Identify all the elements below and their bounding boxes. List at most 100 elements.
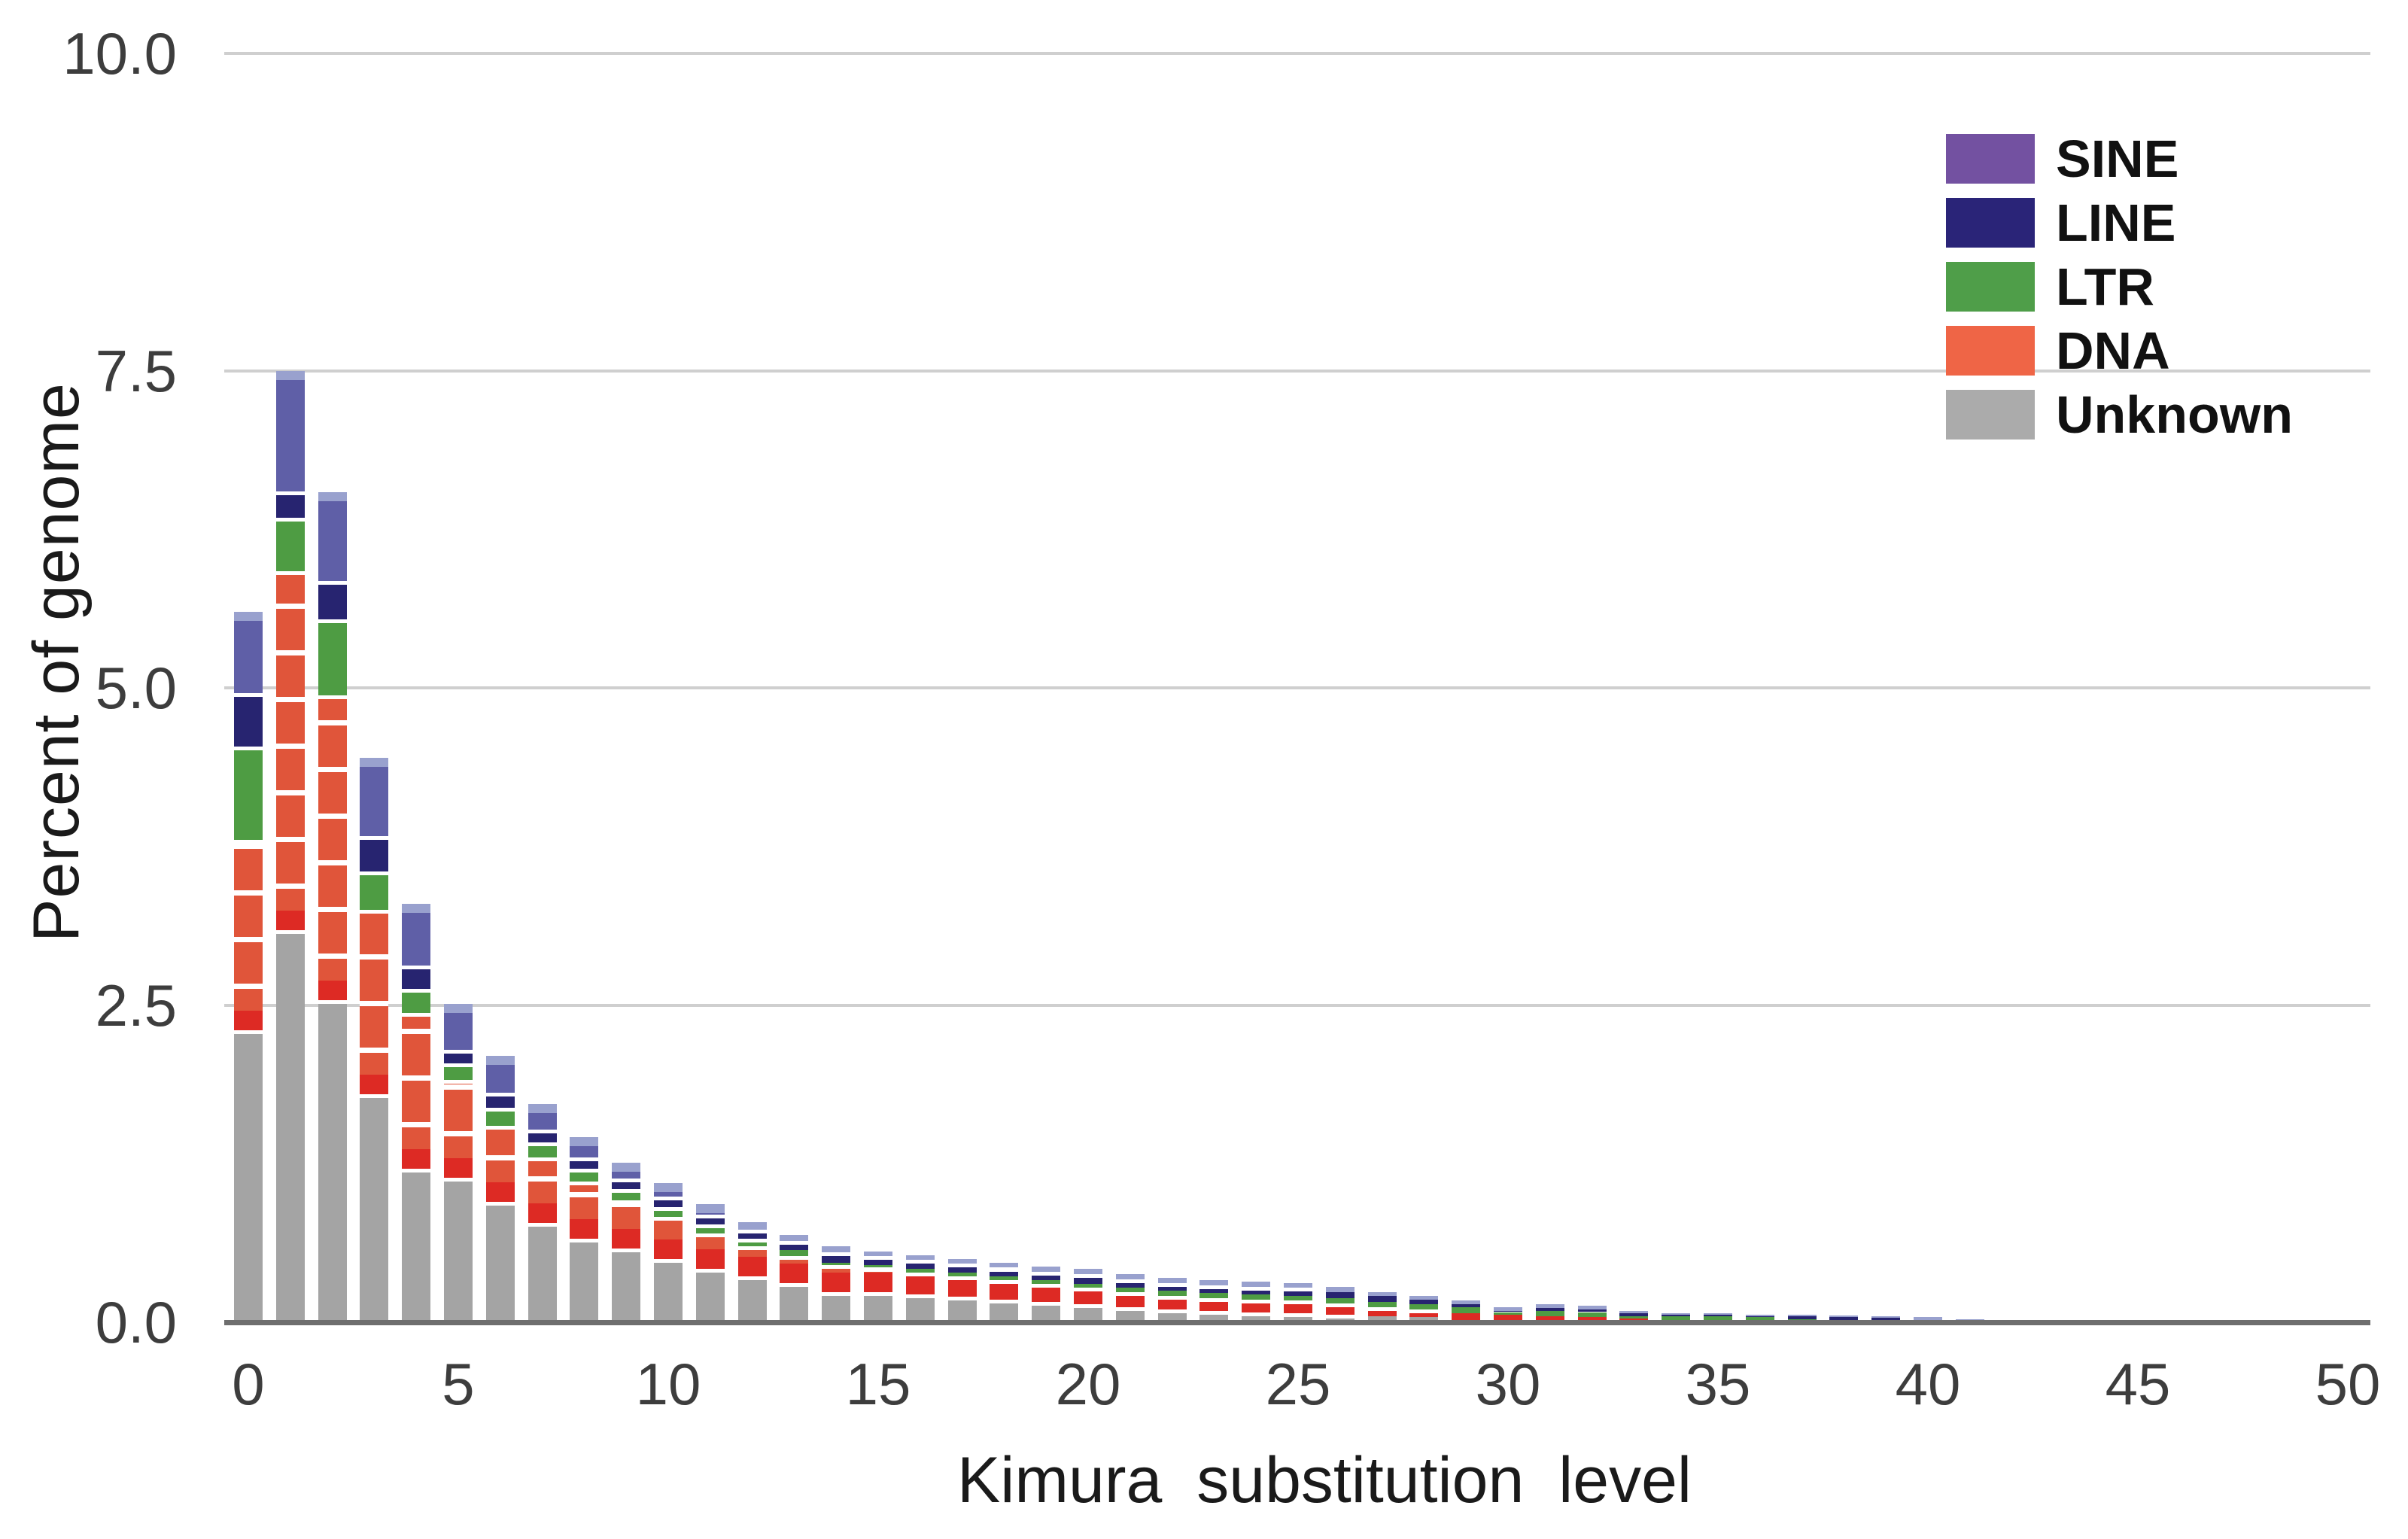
legend-row-dna: DNA bbox=[1946, 321, 2293, 380]
legend-label-sine: SINE bbox=[2056, 129, 2179, 188]
legend-row-ltr: LTR bbox=[1946, 257, 2293, 316]
bar-10-segment-line bbox=[654, 1200, 683, 1207]
gridline-y7.5 bbox=[224, 369, 2370, 373]
bar-28-segment-dna bbox=[1409, 1313, 1439, 1318]
bar-37-segment-sine bbox=[1787, 1314, 1817, 1317]
bar-9-segment-line bbox=[612, 1182, 641, 1189]
bar-18-segment-sine bbox=[990, 1262, 1019, 1268]
bar-26-segment-line bbox=[1325, 1291, 1354, 1298]
bar-37-segment-ltr bbox=[1787, 1318, 1817, 1321]
legend-row-sine: SINE bbox=[1946, 129, 2293, 188]
bar-12-segment-sine bbox=[737, 1221, 767, 1230]
bar-9-segment-dna bbox=[612, 1204, 641, 1249]
bar-24-segment-line bbox=[1242, 1290, 1271, 1294]
bar-30-segment-sine bbox=[1494, 1306, 1522, 1311]
bar-20-segment-line bbox=[1074, 1277, 1102, 1285]
bar-32-segment-sine bbox=[1577, 1306, 1607, 1310]
bar-27-segment-unknown bbox=[1367, 1315, 1397, 1322]
bar-38-segment-line bbox=[1829, 1317, 1859, 1320]
bar-9-segment-ltr bbox=[612, 1192, 641, 1201]
bar-2-segment-line bbox=[318, 585, 347, 619]
bar-3-segment-sine bbox=[360, 757, 389, 837]
bar-33-segment-ltr bbox=[1619, 1315, 1649, 1318]
bar-18-segment-ltr bbox=[990, 1276, 1019, 1281]
bar-24-segment-ltr bbox=[1242, 1294, 1271, 1300]
bar-33-segment-dna bbox=[1619, 1318, 1649, 1322]
xtick-label-25: 25 bbox=[1265, 1351, 1331, 1417]
bar-13-segment-ltr bbox=[780, 1249, 809, 1257]
bar-27-segment-line bbox=[1367, 1295, 1397, 1303]
bar-23-segment-ltr bbox=[1199, 1293, 1229, 1298]
bar-5-segment-ltr bbox=[444, 1067, 473, 1080]
bar-36-segment-sine bbox=[1745, 1314, 1774, 1316]
bar-5-segment-sine bbox=[444, 1003, 473, 1050]
legend-swatch-sine bbox=[1946, 134, 2035, 184]
bar-6-segment-ltr bbox=[485, 1112, 515, 1126]
bar-7-segment-unknown bbox=[528, 1227, 557, 1322]
bar-0-segment-sine bbox=[234, 611, 263, 693]
bar-40-segment-sine bbox=[1914, 1317, 1942, 1320]
bar-30-segment-ltr bbox=[1494, 1312, 1522, 1315]
bar-28-segment-unknown bbox=[1409, 1317, 1439, 1322]
bar-35-segment-line bbox=[1704, 1314, 1732, 1316]
bar-36-segment-line bbox=[1745, 1315, 1774, 1318]
legend-row-unknown: Unknown bbox=[1946, 385, 2293, 444]
bar-25-segment-sine bbox=[1284, 1282, 1312, 1288]
bar-29-segment-ltr bbox=[1452, 1306, 1481, 1314]
x-axis-title: Kimura substitution level bbox=[956, 1444, 1692, 1516]
bar-14-segment-sine bbox=[822, 1245, 851, 1253]
bar-2-segment-ltr bbox=[318, 622, 347, 696]
bar-13-segment-sine bbox=[780, 1234, 809, 1242]
bar-31-segment-ltr bbox=[1535, 1310, 1564, 1316]
bar-22-segment-unknown bbox=[1157, 1313, 1187, 1322]
bar-23-segment-sine bbox=[1199, 1280, 1229, 1286]
bar-20-segment-sine bbox=[1074, 1269, 1102, 1274]
bar-21-segment-sine bbox=[1115, 1273, 1145, 1279]
legend-swatch-ltr bbox=[1946, 262, 2035, 312]
bar-0-segment-unknown bbox=[234, 1034, 263, 1322]
bar-10-segment-unknown bbox=[654, 1262, 683, 1322]
bar-39-segment-line bbox=[1871, 1318, 1901, 1320]
bar-12-segment-dna bbox=[737, 1249, 767, 1277]
xtick-label-0: 0 bbox=[232, 1351, 265, 1417]
bar-5-segment-line bbox=[444, 1053, 473, 1064]
bar-21-segment-line bbox=[1115, 1282, 1145, 1288]
bar-34-segment-line bbox=[1662, 1314, 1691, 1316]
legend-swatch-line bbox=[1946, 198, 2035, 248]
bar-5-segment-dna bbox=[444, 1083, 473, 1178]
bar-4-segment-line bbox=[402, 969, 431, 989]
bar-21-segment-unknown bbox=[1115, 1310, 1145, 1322]
bar-8-segment-line bbox=[570, 1160, 599, 1169]
bar-25-segment-ltr bbox=[1284, 1295, 1312, 1301]
bar-27-segment-dna bbox=[1367, 1310, 1397, 1316]
bar-3-segment-dna bbox=[360, 914, 389, 1094]
bar-19-segment-line bbox=[1032, 1275, 1061, 1281]
bar-33-segment-line bbox=[1619, 1313, 1649, 1316]
xtick-label-5: 5 bbox=[442, 1351, 475, 1417]
bar-8-segment-sine bbox=[570, 1136, 599, 1157]
bar-9-segment-sine bbox=[612, 1162, 641, 1179]
bar-13-segment-line bbox=[780, 1245, 809, 1250]
bar-15-segment-ltr bbox=[864, 1265, 892, 1268]
bar-6-segment-sine bbox=[485, 1055, 515, 1093]
bar-16-segment-line bbox=[905, 1264, 935, 1270]
bar-22-segment-sine bbox=[1157, 1277, 1187, 1283]
bar-20-segment-dna bbox=[1074, 1291, 1102, 1305]
bar-22-segment-dna bbox=[1157, 1299, 1187, 1310]
bar-29-segment-sine bbox=[1452, 1300, 1481, 1305]
bar-19-segment-dna bbox=[1032, 1288, 1061, 1302]
bar-6-segment-line bbox=[485, 1096, 515, 1109]
bar-10-segment-dna bbox=[654, 1221, 683, 1259]
bar-37-segment-line bbox=[1787, 1316, 1817, 1319]
bar-36-segment-ltr bbox=[1745, 1317, 1774, 1320]
bar-22-segment-ltr bbox=[1157, 1290, 1187, 1296]
legend-label-unknown: Unknown bbox=[2056, 385, 2293, 444]
bar-4-segment-unknown bbox=[402, 1172, 431, 1322]
bar-28-segment-sine bbox=[1409, 1295, 1439, 1300]
bar-8-segment-unknown bbox=[570, 1242, 599, 1322]
bar-11-segment-sine bbox=[695, 1204, 725, 1215]
bar-33-segment-sine bbox=[1619, 1310, 1649, 1314]
bar-11-segment-dna bbox=[695, 1236, 725, 1270]
xtick-label-20: 20 bbox=[1055, 1351, 1121, 1417]
bar-7-segment-ltr bbox=[528, 1145, 557, 1157]
